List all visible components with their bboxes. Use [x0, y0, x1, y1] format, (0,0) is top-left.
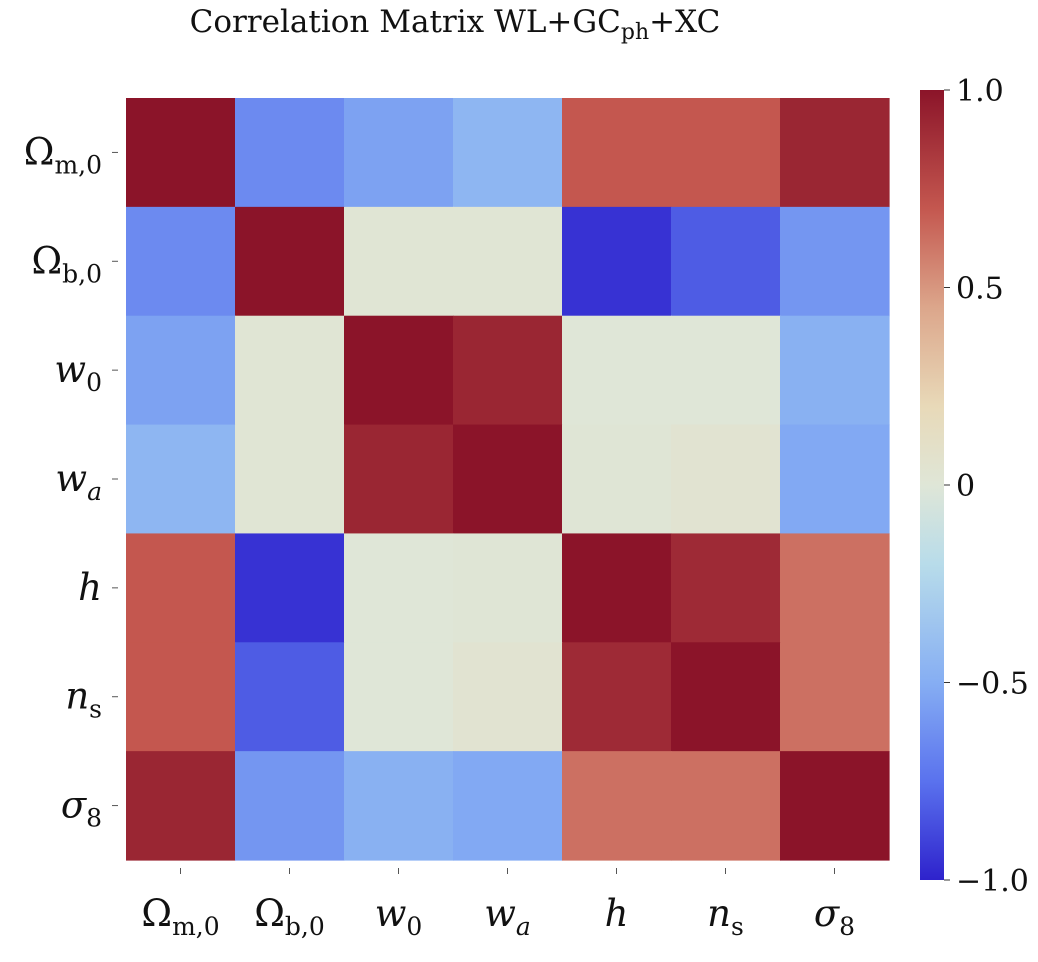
heatmap-cell-0-6 — [780, 98, 890, 208]
heatmap-cell-1-5 — [671, 206, 781, 317]
heatmap-cell-4-4 — [562, 533, 672, 643]
heatmap-cell-4-0 — [126, 533, 236, 643]
x-axis-ticks: Ωm,0 Ωb,0 w0 wa h ns σ8 — [141, 868, 855, 941]
heatmap-cell-3-3 — [453, 424, 563, 535]
heatmap-cell-6-1 — [235, 751, 345, 861]
heatmap-cell-4-2 — [344, 533, 454, 643]
heatmap-cell-3-2 — [344, 424, 454, 535]
chart-title-sub: ph — [621, 20, 649, 45]
heatmap-cell-6-0 — [126, 751, 236, 861]
heatmap-cell-1-4 — [562, 206, 672, 317]
colorbar-ticks: 1.0 0.5 0 −0.5 −1.0 — [944, 74, 1029, 899]
chart-title-tail: +XC — [649, 4, 720, 40]
heatmap-cell-2-4 — [562, 315, 672, 426]
colorbar-tick-label-0: 1.0 — [956, 74, 1004, 109]
heatmap-cells — [126, 98, 890, 861]
heatmap-cell-4-5 — [671, 533, 781, 643]
chart-title: Correlation Matrix WL+GCph+XC — [190, 4, 721, 45]
heatmap-cell-2-0 — [126, 315, 236, 426]
y-tick-label-2: w0 — [54, 348, 102, 397]
heatmap-cell-0-0 — [126, 98, 236, 208]
colorbar-tick-label-4: −1.0 — [956, 864, 1029, 899]
x-tick-label-3: wa — [484, 892, 531, 941]
x-tick-label-1: Ωb,0 — [254, 892, 325, 941]
colorbar — [920, 90, 944, 880]
x-tick-label-2: w0 — [375, 892, 423, 941]
heatmap-cell-0-5 — [671, 98, 781, 208]
heatmap-cell-3-5 — [671, 424, 781, 535]
heatmap-cell-5-2 — [344, 642, 454, 752]
heatmap-cell-5-5 — [671, 642, 781, 752]
colorbar-tick-label-2: 0 — [956, 469, 975, 504]
y-tick-label-5: ns — [65, 675, 102, 724]
heatmap-cell-2-5 — [671, 315, 781, 426]
heatmap-cell-6-4 — [562, 751, 672, 861]
colorbar-tick-label-1: 0.5 — [956, 272, 1004, 307]
x-tick-label-5: ns — [707, 892, 744, 941]
heatmap-cell-0-3 — [453, 98, 563, 208]
heatmap-cell-6-3 — [453, 751, 563, 861]
heatmap-cell-1-0 — [126, 206, 236, 317]
heatmap-cell-5-0 — [126, 642, 236, 752]
x-tick-label-4: h — [605, 892, 629, 935]
x-tick-label-6: σ8 — [814, 892, 855, 941]
heatmap-cell-5-3 — [453, 642, 563, 752]
x-tick-label-0: Ωm,0 — [141, 892, 219, 941]
y-tick-label-3: wa — [55, 457, 102, 506]
heatmap-cell-6-6 — [780, 751, 890, 861]
heatmap-cell-2-3 — [453, 315, 563, 426]
heatmap-cell-5-4 — [562, 642, 672, 752]
heatmap-cell-6-5 — [671, 751, 781, 861]
heatmap-cell-1-3 — [453, 206, 563, 317]
heatmap-cell-3-0 — [126, 424, 236, 535]
heatmap-cell-2-6 — [780, 315, 890, 426]
heatmap-cell-5-1 — [235, 642, 345, 752]
y-tick-label-6: σ8 — [61, 784, 102, 833]
heatmap-cell-4-6 — [780, 533, 890, 643]
heatmap-cell-1-2 — [344, 206, 454, 317]
heatmap-cell-3-4 — [562, 424, 672, 535]
heatmap-cell-0-4 — [562, 98, 672, 208]
heatmap-cell-6-2 — [344, 751, 454, 861]
heatmap-cell-0-2 — [344, 98, 454, 208]
heatmap-cell-3-1 — [235, 424, 345, 535]
colorbar-tick-label-3: −0.5 — [956, 667, 1029, 702]
chart-title-main: Correlation Matrix WL+GC — [190, 4, 621, 40]
heatmap-cell-4-3 — [453, 533, 563, 643]
heatmap-cell-1-1 — [235, 206, 345, 317]
heatmap-cell-3-6 — [780, 424, 890, 535]
heatmap-cell-2-1 — [235, 315, 345, 426]
heatmap-cell-1-6 — [780, 206, 890, 317]
heatmap-cell-5-6 — [780, 642, 890, 752]
heatmap-cell-0-1 — [235, 98, 345, 208]
y-axis-ticks: Ωm,0 Ωb,0 w0 wa h ns σ8 — [24, 130, 118, 833]
heatmap-cell-2-2 — [344, 315, 454, 426]
y-tick-label-1: Ωb,0 — [31, 239, 102, 288]
y-tick-label-0: Ωm,0 — [24, 130, 102, 179]
y-tick-label-4: h — [78, 566, 102, 609]
heatmap-cell-4-1 — [235, 533, 345, 643]
